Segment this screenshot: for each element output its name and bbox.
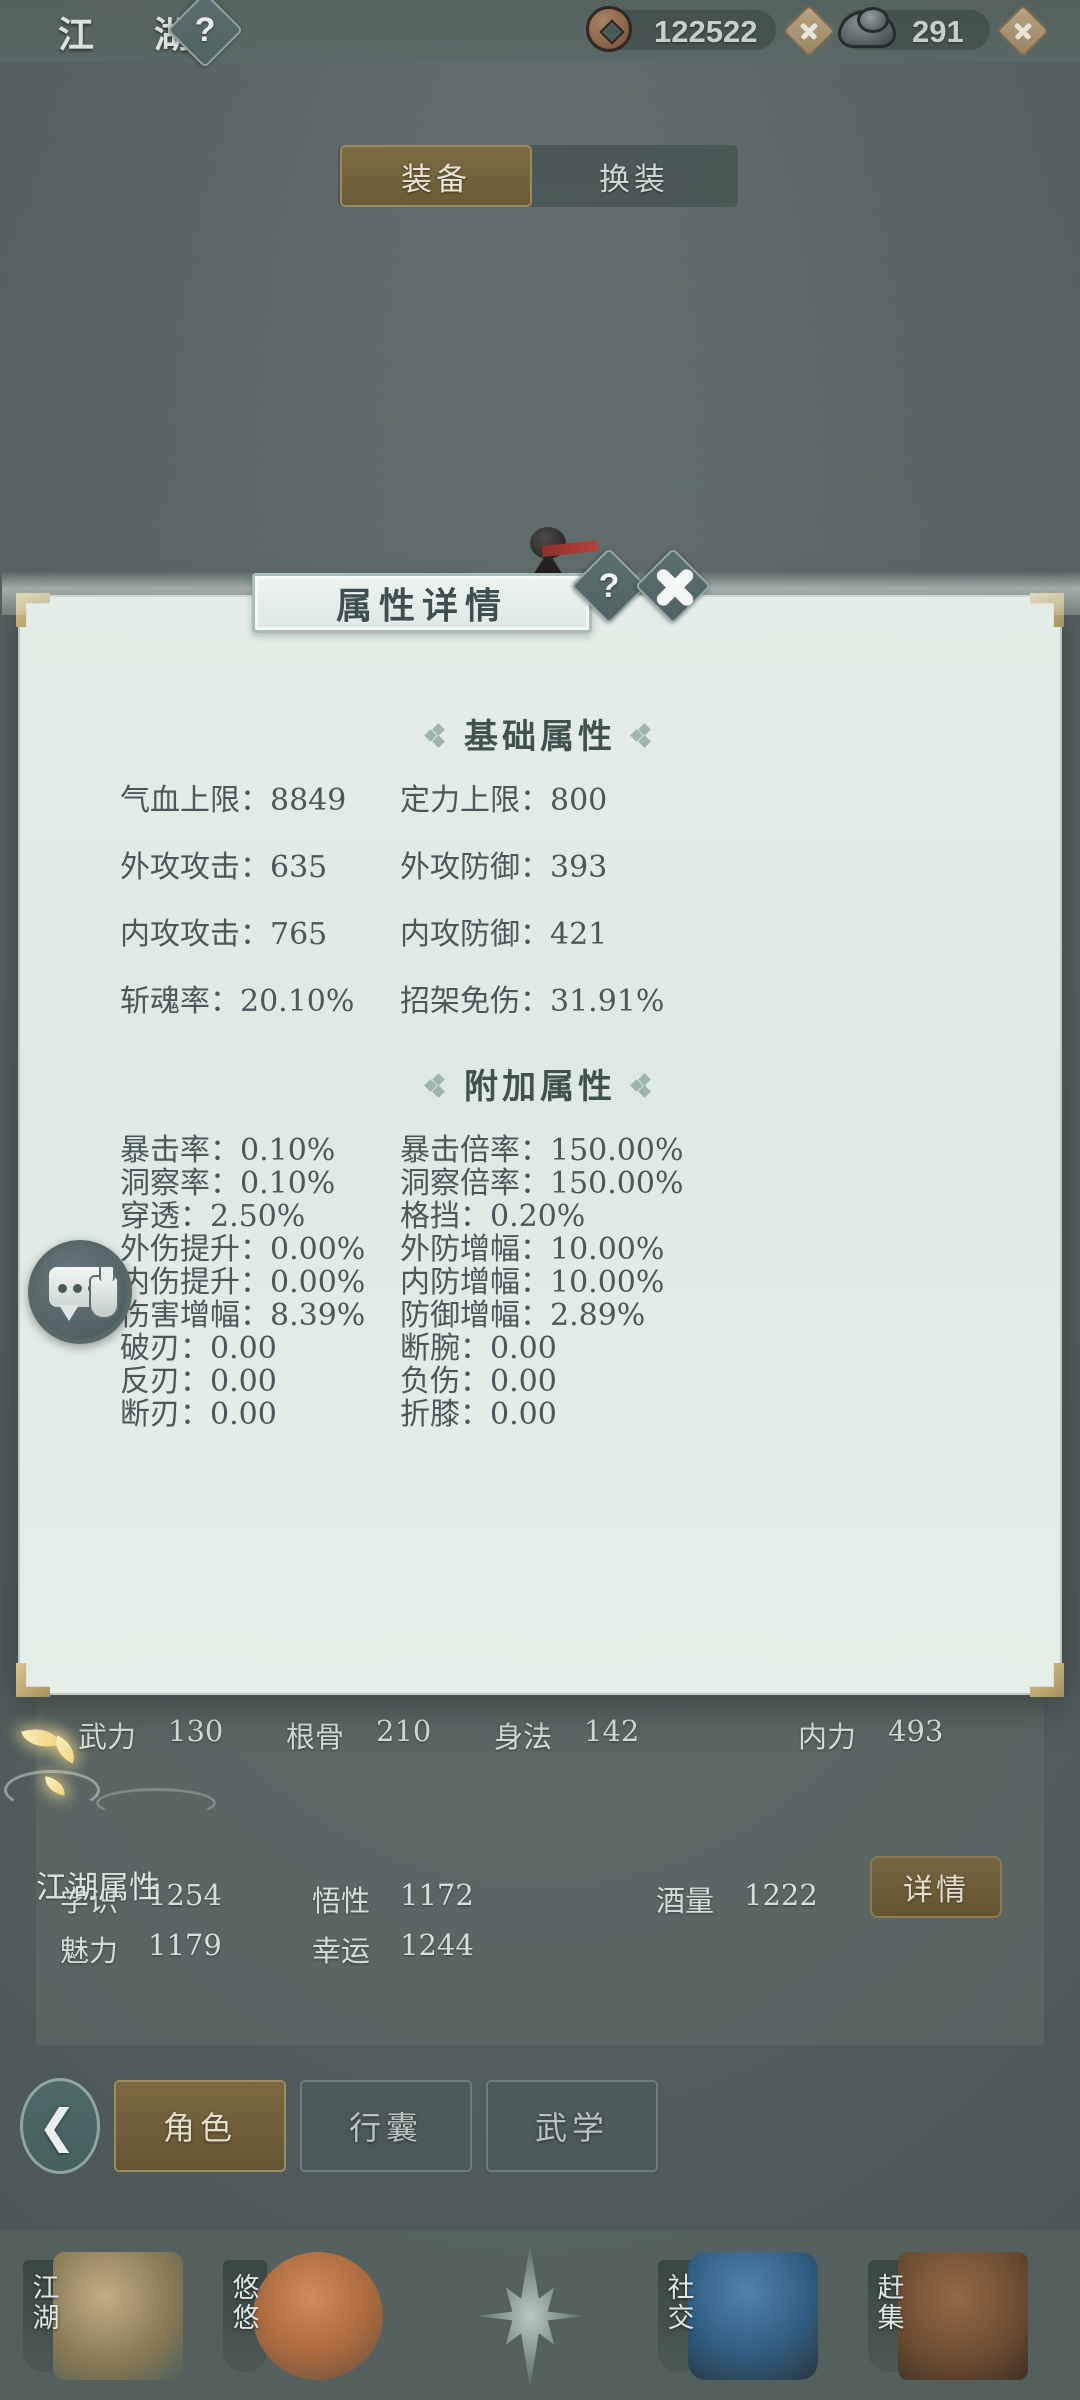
attribute-details-dialog: 属性详情 ? 基础属性 气血上限：8849 定力上限：800 外攻攻击：635 …: [2, 527, 1080, 1697]
jianghu-section-label: 江湖属性: [36, 1870, 160, 1906]
attr-add-right-2: 格挡：0.20%: [400, 1199, 586, 1234]
jianghu-stat-3: 魅力: [60, 1934, 119, 1968]
app-logo: 江 湖: [40, 4, 330, 62]
tab-martial-arts[interactable]: 武学: [486, 2080, 658, 2172]
attr-basic-left-3: 斩魂率：20.10%: [120, 984, 355, 1019]
tab-change-outfit[interactable]: 换装: [599, 161, 669, 198]
tab-equipment[interactable]: 装备: [340, 145, 532, 207]
base-stat-1: 根骨: [286, 1720, 345, 1754]
attr-add-right-3: 外防增幅：10.00%: [400, 1232, 665, 1267]
logo-text: 江 湖: [58, 14, 203, 56]
ingot-amount: 291: [912, 14, 964, 49]
section-heading-additional-text: 附加属性: [464, 1067, 616, 1107]
diamond-ornament-icon: [630, 723, 654, 748]
attr-add-right-6: 断腕：0.00: [400, 1331, 557, 1366]
add-coins-button[interactable]: [782, 4, 836, 58]
attr-basic-left-0: 气血上限：8849: [120, 783, 347, 818]
add-ingots-button[interactable]: [996, 4, 1050, 58]
attr-add-left-5: 伤害增幅：8.39%: [120, 1298, 366, 1333]
base-stat-0-value: 130: [168, 1714, 224, 1748]
dialog-title-plate: 属性详情: [252, 573, 592, 633]
equipment-tab-group: 装备 换装: [338, 145, 738, 207]
attr-add-left-3: 外伤提升：0.00%: [120, 1232, 366, 1267]
jianghu-stat-3-value: 1179: [148, 1928, 222, 1962]
help-glyph: ?: [598, 566, 620, 605]
attr-basic-left-1: 外攻攻击：635: [120, 850, 328, 885]
top-bar: 江 湖 ? 122522 291: [0, 0, 1080, 69]
nav-label-social: 社交: [667, 2273, 695, 2334]
diamond-ornament-icon: [630, 1073, 654, 1098]
attr-basic-right-2: 内攻防御：421: [400, 917, 608, 952]
jianghu-stat-2: 酒量: [656, 1884, 715, 1918]
nav-label-youyou: 悠悠: [232, 2273, 260, 2334]
coin-amount: 122522: [654, 14, 758, 49]
help-glyph: ?: [194, 10, 216, 49]
attr-add-left-6: 破刃：0.00: [120, 1331, 277, 1366]
jianghu-stat-0: 学识: [60, 1884, 119, 1918]
section-heading-basic: 基础属性: [20, 709, 1060, 758]
nav-item-social[interactable]: 社交: [640, 2238, 840, 2393]
tab-character[interactable]: 角色: [114, 2080, 286, 2172]
detail-button[interactable]: 详情: [870, 1856, 1002, 1918]
corner-ornament: [16, 1663, 50, 1697]
attr-add-left-4: 内伤提升：0.00%: [120, 1265, 366, 1300]
corner-ornament: [1030, 1663, 1064, 1697]
nav-item-jianghu[interactable]: 江湖: [5, 2238, 205, 2393]
nav-item-youyou[interactable]: 悠悠: [205, 2238, 405, 2393]
attr-basic-left-2: 内攻攻击：765: [120, 917, 328, 952]
diamond-ornament-icon: [424, 723, 448, 748]
jianghu-stat-1-value: 1172: [400, 1878, 474, 1912]
base-stat-3: 内力: [798, 1720, 857, 1754]
jianghu-stat-4-value: 1244: [400, 1928, 474, 1962]
attr-basic-right-1: 外攻防御：393: [400, 850, 608, 885]
section-heading-basic-text: 基础属性: [464, 717, 616, 757]
jianghu-stat-2-value: 1222: [744, 1878, 818, 1912]
nav-label-market: 赶集: [877, 2273, 905, 2334]
nav-label-jianghu: 江湖: [32, 2273, 60, 2334]
water-wave-icon: [688, 2252, 818, 2380]
wine-jug-icon: [89, 1265, 119, 1319]
swallow-art-icon: [253, 2252, 383, 2380]
chat-floating-button[interactable]: [28, 1240, 132, 1344]
gong-art-icon: [53, 2252, 183, 2380]
attr-basic-right-3: 招架免伤：31.91%: [400, 984, 665, 1019]
dialog-title: 属性详情: [335, 585, 508, 627]
attr-add-left-8: 断刃：0.00: [120, 1397, 277, 1432]
market-basket-icon: [898, 2252, 1028, 2380]
smoke-wisp-decoration: [96, 1788, 216, 1818]
chevron-left-icon: ❮: [37, 2100, 77, 2152]
close-glyph: [648, 561, 698, 611]
attr-add-left-7: 反刃：0.00: [120, 1364, 277, 1399]
attr-add-left-2: 穿透：2.50%: [120, 1199, 306, 1234]
base-stat-1-value: 210: [376, 1714, 432, 1748]
attr-add-right-8: 折膝：0.00: [400, 1397, 557, 1432]
star-burst-icon: [475, 2244, 585, 2388]
base-stat-2-value: 142: [584, 1714, 640, 1748]
base-stat-0: 武力: [78, 1720, 137, 1754]
jianghu-stat-4: 幸运: [312, 1934, 371, 1968]
attr-add-right-0: 暴击倍率：150.00%: [400, 1133, 684, 1168]
nav-item-market[interactable]: 赶集: [850, 2238, 1050, 2393]
attr-add-right-1: 洞察倍率：150.00%: [400, 1166, 684, 1201]
attr-add-right-7: 负伤：0.00: [400, 1364, 557, 1399]
diamond-ornament-icon: [424, 1073, 448, 1098]
jianghu-stat-1: 悟性: [312, 1884, 371, 1918]
nav-item-center[interactable]: [420, 2238, 620, 2393]
tab-inventory[interactable]: 行囊: [300, 2080, 472, 2172]
attr-add-right-4: 内防增幅：10.00%: [400, 1265, 665, 1300]
back-button[interactable]: ❮: [20, 2078, 100, 2174]
base-stat-3-value: 493: [888, 1714, 944, 1748]
attr-add-left-0: 暴击率：0.10%: [120, 1133, 336, 1168]
base-stat-2: 身法: [494, 1720, 553, 1754]
attr-add-left-1: 洞察率：0.10%: [120, 1166, 336, 1201]
bronze-coin-icon: [586, 6, 632, 52]
jianghu-stat-0-value: 1254: [148, 1878, 222, 1912]
bottom-navigation-bar: 江湖 悠悠 社交 赶集: [0, 2230, 1080, 2400]
attr-add-right-5: 防御增幅：2.89%: [400, 1298, 646, 1333]
attr-basic-right-0: 定力上限：800: [400, 783, 608, 818]
silver-ingot-icon: [838, 7, 896, 48]
smoke-wisp-decoration: [4, 1770, 100, 1810]
section-heading-additional: 附加属性: [20, 1059, 1060, 1108]
